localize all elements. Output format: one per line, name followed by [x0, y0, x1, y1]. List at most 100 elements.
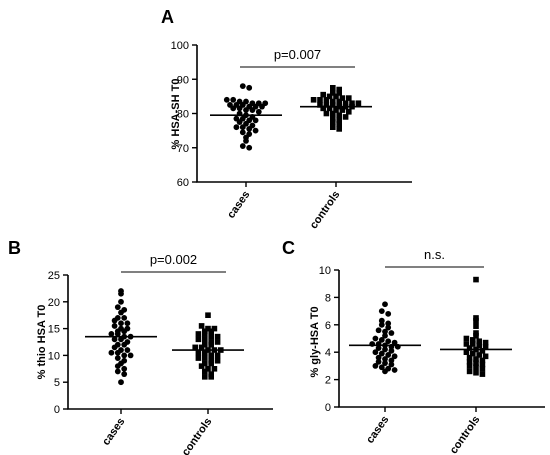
- panel-c-point-controls: [473, 323, 479, 329]
- panel-a-point-cases: [243, 138, 249, 144]
- panel-b-point-controls: [205, 312, 211, 318]
- panel-a-point-controls: [333, 107, 339, 113]
- panel-c-tick-label-10: 10: [319, 265, 331, 277]
- panel-a-tick-label-70: 70: [177, 143, 189, 155]
- panel-b: B % thio HSA T0 0 5 10 15 20 25 p=0.002 cases…: [8, 238, 273, 455]
- panel-b-point-cases: [121, 371, 128, 378]
- panel-c-category-controls: controls: [448, 414, 483, 455]
- panel-a-point-controls: [330, 98, 336, 105]
- panel-a-point-cases: [230, 96, 237, 103]
- panel-b-point-controls: [198, 323, 205, 329]
- panel-c-point-controls: [463, 349, 470, 355]
- panel-c-point-controls: [476, 352, 482, 358]
- panel-c-point-controls: [473, 332, 479, 339]
- panel-b-point-cases: [124, 320, 131, 327]
- panel-c-point-controls: [470, 337, 476, 343]
- panel-b-tick-label-25: 25: [48, 270, 60, 282]
- panel-b-points: [85, 288, 244, 386]
- panel-c-point-controls: [466, 345, 473, 351]
- panel-a-point-controls: [342, 100, 349, 107]
- panel-b-category-controls: controls: [180, 416, 215, 455]
- panel-c-points: [349, 276, 512, 377]
- panel-c-point-cases: [382, 368, 388, 375]
- panel-b-point-cases: [127, 352, 134, 359]
- panel-c-point-cases: [385, 320, 392, 327]
- panel-a-point-cases: [239, 83, 246, 89]
- panel-b-point-controls: [202, 331, 208, 337]
- panel-b-point-controls: [208, 341, 214, 348]
- panel-a-point-cases: [246, 144, 253, 151]
- panel-b-label: B: [8, 238, 21, 258]
- panel-a-point-cases: [236, 119, 243, 125]
- panel-b-point-controls: [202, 368, 208, 375]
- panel-a-point-cases: [243, 107, 249, 113]
- panel-a-point-controls: [336, 120, 342, 127]
- panel-a-label: A: [161, 7, 174, 27]
- panel-c-point-cases: [378, 350, 385, 357]
- panel-c-point-controls: [473, 276, 479, 283]
- panel-a-point-controls: [326, 105, 333, 112]
- panel-a-point-cases: [255, 108, 262, 115]
- panel-c-point-controls: [473, 356, 479, 362]
- panel-a-point-controls: [323, 102, 330, 108]
- panel-c-point-cases: [382, 332, 388, 339]
- panel-a-point-cases: [239, 129, 246, 136]
- panel-a-point-cases: [230, 105, 237, 112]
- panel-c-point-cases: [372, 363, 379, 369]
- panel-a-point-controls: [336, 86, 342, 93]
- panel-c-tick-label-6: 6: [325, 320, 331, 332]
- panel-a-axes: [196, 45, 412, 183]
- panel-a-point-controls: [330, 110, 336, 117]
- panel-a-point-controls: [336, 112, 342, 119]
- panel-a-point-controls: [342, 114, 349, 120]
- panel-b-point-controls: [192, 344, 198, 351]
- panel-c-point-cases: [382, 360, 388, 367]
- panel-a-point-controls: [323, 110, 330, 117]
- panel-b-point-cases: [118, 336, 124, 343]
- panel-a-point-controls: [339, 95, 346, 101]
- panel-a-point-cases: [239, 143, 246, 149]
- panel-a-point-controls: [336, 98, 342, 105]
- panel-b-point-controls: [208, 333, 214, 340]
- panel-c-point-cases: [378, 317, 385, 324]
- panel-b-point-cases: [118, 290, 124, 297]
- panel-b-point-cases: [111, 317, 118, 324]
- panel-b-point-cases: [114, 331, 121, 337]
- panel-c-point-controls: [482, 343, 489, 350]
- panel-a-point-controls: [323, 97, 330, 103]
- panel-c-tick-label-8: 8: [325, 292, 331, 304]
- panel-a-point-controls: [326, 93, 333, 100]
- panel-a-point-cases: [233, 124, 240, 131]
- panel-b-point-controls: [195, 336, 202, 343]
- panel-b-point-controls: [208, 360, 214, 367]
- panel-c-point-cases: [391, 339, 398, 346]
- panel-c: C % gly-HSA T0 0 2 4 6 8 10 n.s. cases contro…: [282, 238, 545, 455]
- panel-b-point-cases: [118, 320, 124, 327]
- panel-c-point-cases: [382, 346, 388, 353]
- panel-c-point-cases: [375, 358, 382, 365]
- panel-c-point-cases: [391, 353, 398, 360]
- panel-b-point-cases: [118, 298, 124, 305]
- panel-a-point-cases: [252, 117, 259, 124]
- panel-a-point-controls: [317, 97, 323, 103]
- panel-a-point-controls: [336, 126, 342, 132]
- panel-a-point-controls: [336, 117, 342, 124]
- panel-c-point-controls: [476, 338, 482, 345]
- panel-c-tick-label-0: 0: [325, 402, 331, 414]
- panel-c-point-controls: [470, 341, 476, 347]
- panel-c-point-cases: [375, 354, 382, 361]
- panel-c-point-controls: [482, 353, 489, 360]
- panel-b-point-controls: [214, 333, 221, 340]
- panel-b-point-cases: [114, 304, 121, 311]
- panel-b-point-cases: [124, 347, 131, 353]
- panel-b-point-controls: [195, 331, 202, 337]
- panel-b-point-controls: [202, 349, 208, 356]
- panel-b-point-controls: [195, 349, 202, 356]
- panel-c-point-controls: [479, 371, 486, 377]
- panel-c-point-controls: [479, 348, 486, 354]
- panel-c-point-controls: [466, 363, 473, 369]
- panel-c-point-controls: [463, 335, 470, 342]
- panel-b-tick-label-10: 10: [48, 350, 60, 362]
